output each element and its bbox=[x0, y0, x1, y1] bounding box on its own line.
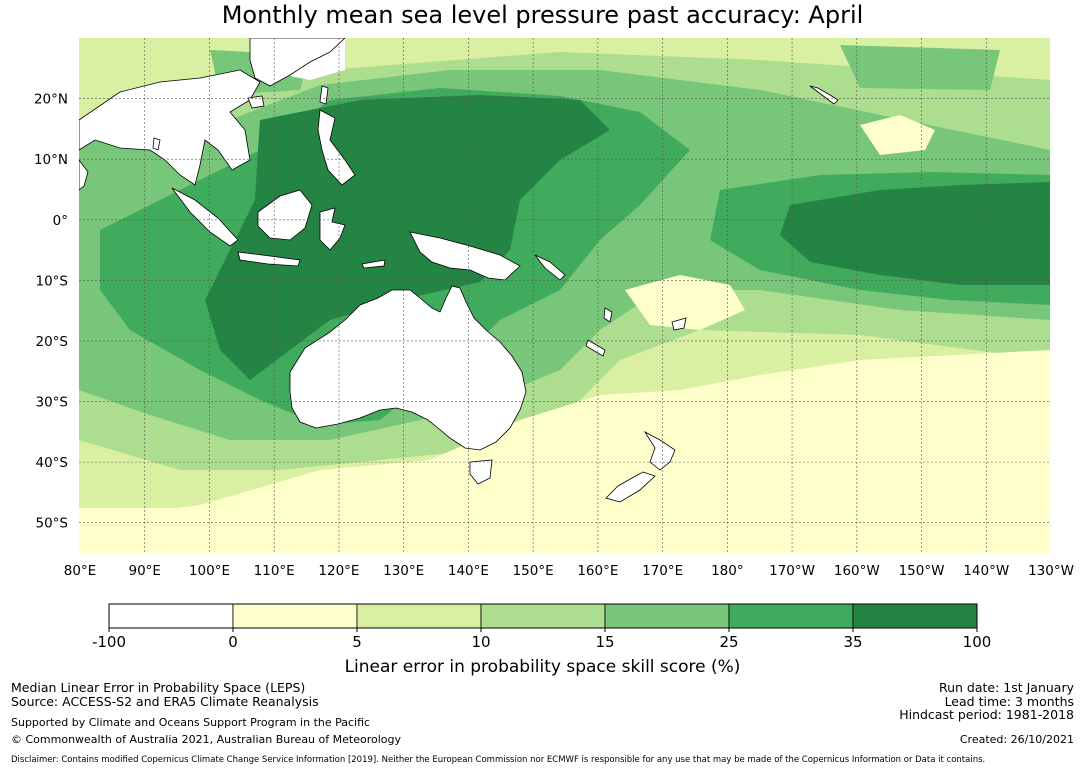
colorbar-bin bbox=[356, 603, 482, 629]
colorbar-tick-label: 35 bbox=[843, 633, 862, 651]
footer-hindcast-period: Hindcast period: 1981-2018 bbox=[899, 707, 1074, 722]
lon-tick-label: 140°E bbox=[448, 563, 489, 579]
footer-run-date: Run date: 1st January bbox=[938, 680, 1074, 695]
lat-tick-label: 30°S bbox=[36, 395, 69, 411]
colorbar-tick-label: 25 bbox=[719, 633, 738, 651]
colorbar bbox=[108, 603, 978, 629]
colorbar-bin bbox=[852, 603, 978, 629]
australia-land bbox=[289, 285, 527, 451]
fiji-islands bbox=[671, 317, 687, 331]
skill-band-35-100 bbox=[205, 95, 1050, 380]
colorbar-tick-label: 100 bbox=[963, 633, 992, 651]
lat-tick-label: 20°N bbox=[34, 92, 68, 108]
borneo-land bbox=[257, 189, 313, 241]
longitude-axis: 80°E 90°E 100°E 110°E 120°E 130°E 140°E 150°E 16… bbox=[64, 563, 1074, 579]
new-zealand-north-island bbox=[643, 430, 676, 471]
lon-tick-label: 80°E bbox=[64, 563, 96, 579]
lon-tick-label: 130°E bbox=[383, 563, 424, 579]
lon-tick-label: 170°E bbox=[642, 563, 683, 579]
lon-tick-label: 170°W bbox=[769, 563, 815, 579]
footer-lead-time: Lead time: 3 months bbox=[944, 694, 1074, 709]
vanuatu-islands bbox=[603, 307, 613, 323]
lat-tick-label: 10°S bbox=[36, 273, 69, 289]
new-caledonia-island bbox=[585, 339, 606, 357]
footer-source: Source: ACCESS-S2 and ERA5 Climate Reana… bbox=[11, 694, 319, 709]
colorbar-frame bbox=[108, 603, 978, 629]
footer-support: Supported by Climate and Oceans Support … bbox=[11, 716, 371, 729]
asia-north-land bbox=[249, 38, 346, 87]
map-area[interactable] bbox=[79, 38, 1051, 553]
colorbar-tick-label: 10 bbox=[471, 633, 490, 651]
colorbar-tick-label: 15 bbox=[595, 633, 614, 651]
footer-created: Created: 26/10/2021 bbox=[959, 733, 1074, 746]
footer-copyright: © Commonwealth of Australia 2021, Austra… bbox=[11, 733, 401, 746]
sumatra-land bbox=[171, 187, 239, 247]
footer-method: Median Linear Error in Probability Space… bbox=[11, 680, 306, 695]
lon-tick-label: 160°W bbox=[834, 563, 880, 579]
lon-tick-label: 110°E bbox=[254, 563, 295, 579]
lon-tick-label: 100°E bbox=[189, 563, 230, 579]
timor-island bbox=[361, 259, 386, 269]
lat-tick-label: 50°S bbox=[36, 516, 69, 532]
colorbar-bin bbox=[108, 603, 234, 629]
lon-tick-label: 180° bbox=[711, 563, 744, 579]
colorbar-bin bbox=[232, 603, 358, 629]
lat-tick-label: 40°S bbox=[36, 455, 69, 471]
lon-tick-label: 130°W bbox=[1028, 563, 1074, 579]
colorbar-bin bbox=[604, 603, 730, 629]
lon-tick-label: 120°E bbox=[318, 563, 359, 579]
footer-disclaimer: Disclaimer: Contains modified Copernicus… bbox=[11, 755, 986, 765]
skill-band-0-5 bbox=[79, 115, 1050, 553]
new-zealand-south-island bbox=[605, 471, 656, 503]
hawaii-islands bbox=[809, 85, 839, 105]
colorbar-ticks: -100 0 5 10 15 25 35 100 bbox=[92, 628, 991, 651]
lat-tick-label: 10°N bbox=[34, 152, 68, 168]
india-land bbox=[79, 159, 89, 191]
colorbar-bin bbox=[480, 603, 606, 629]
colorbar-bin bbox=[728, 603, 854, 629]
graticule bbox=[79, 38, 1050, 553]
lon-tick-label: 140°W bbox=[963, 563, 1009, 579]
new-guinea-land bbox=[409, 231, 521, 281]
lon-tick-label: 150°W bbox=[899, 563, 945, 579]
lat-tick-label: 0° bbox=[53, 213, 68, 229]
colorbar-title: Linear error in probability space skill … bbox=[344, 657, 741, 677]
solomon-islands bbox=[534, 254, 566, 281]
sri-lanka-island bbox=[152, 137, 161, 151]
java-land bbox=[237, 251, 301, 267]
lon-tick-label: 150°E bbox=[513, 563, 554, 579]
map-title: Monthly mean sea level pressure past acc… bbox=[221, 1, 864, 29]
hainan-island bbox=[247, 95, 265, 109]
colorbar-tick-label: 0 bbox=[228, 633, 238, 651]
lon-tick-label: 90°E bbox=[128, 563, 160, 579]
colorbar-tick-label: 5 bbox=[352, 633, 362, 651]
latitude-axis: 20°N 10°N 0° 10°S 20°S 30°S 40°S 50°S bbox=[34, 92, 68, 532]
philippines-land bbox=[317, 109, 356, 186]
lon-tick-label: 160°E bbox=[577, 563, 618, 579]
tasmania-land bbox=[469, 459, 493, 485]
taiwan-island bbox=[319, 85, 329, 105]
lat-tick-label: 20°S bbox=[36, 334, 69, 350]
colorbar-tick-label: -100 bbox=[92, 633, 126, 651]
